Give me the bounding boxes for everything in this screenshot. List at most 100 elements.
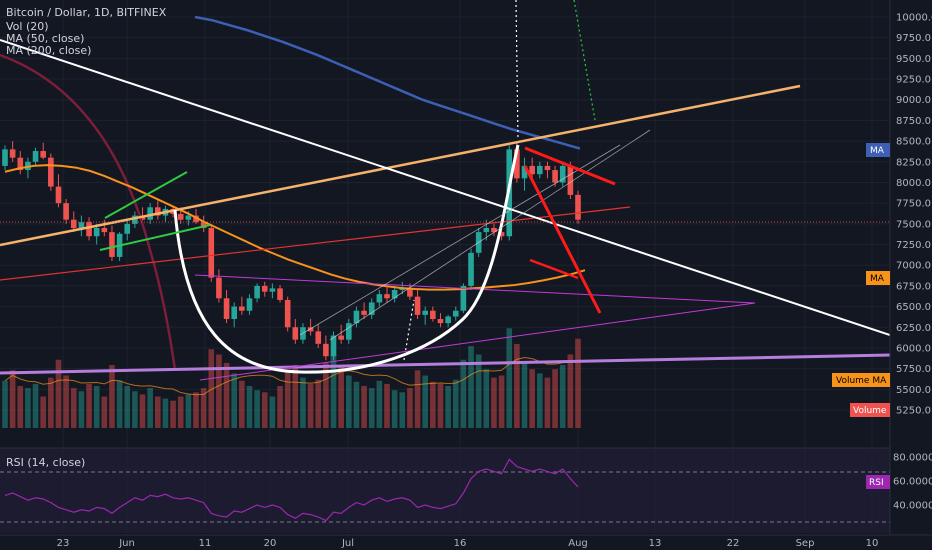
volume-bar (55, 359, 62, 428)
candle-body (483, 227, 490, 233)
candle-body (9, 149, 16, 158)
candle-body (468, 252, 474, 286)
volume-bar (437, 383, 444, 428)
candle-body (307, 327, 314, 332)
candle-body (277, 288, 283, 300)
volume-bar (521, 362, 528, 428)
volume-bar (544, 377, 551, 428)
candle-body (269, 288, 276, 292)
price-tick: 6500.0 (896, 302, 931, 313)
candle-body (460, 285, 467, 311)
svg-text:MA: MA (870, 274, 885, 284)
candle-body (55, 186, 62, 204)
volume-bar (361, 386, 367, 428)
volume-bar (460, 359, 467, 428)
channel-lower (299, 144, 621, 336)
volume-bar (93, 386, 100, 428)
rsi-panel (0, 447, 890, 533)
volume-bar (368, 388, 375, 428)
candle-body (231, 306, 237, 319)
red-resistance-line (524, 146, 616, 186)
overlays (0, 0, 891, 381)
ma50-line (4, 164, 586, 291)
volume-bar (559, 365, 566, 428)
orange-trendline (0, 84, 801, 247)
candle-body (452, 310, 459, 317)
candle-body (376, 294, 383, 303)
volume-bar (323, 362, 329, 428)
candle-body (17, 157, 24, 171)
volume-bar (483, 369, 490, 428)
candle-body (177, 213, 184, 220)
legend-ma50[interactable]: MA (50, close) (6, 32, 84, 45)
volume-bar (208, 349, 215, 428)
candle-body (155, 207, 161, 216)
candle-body (78, 222, 85, 228)
time-axis-bg (0, 535, 932, 550)
volume-bar (399, 392, 406, 428)
candle-body (32, 151, 39, 162)
price-tick: 7250.0 (896, 240, 931, 251)
volume-bar (147, 388, 153, 428)
volume-bar (567, 354, 574, 428)
volume-bar (330, 354, 337, 428)
candle-body (292, 327, 299, 340)
rsi-badge: RSI (866, 475, 890, 489)
volume-bar (78, 391, 85, 428)
volume-bar (300, 377, 306, 428)
legend-ma200[interactable]: MA (200, close) (6, 44, 91, 57)
volume-bar (185, 394, 192, 428)
volume-bar (109, 365, 115, 428)
volume-bar (346, 375, 352, 428)
candle-body (537, 165, 543, 175)
candle-body (48, 157, 54, 187)
volume-bar (452, 379, 459, 428)
time-axis: 23 Jun 11 20 Jul 16 Aug 13 22 Sep 10 (0, 534, 932, 550)
candle-body (223, 298, 230, 319)
candle-body (521, 165, 528, 179)
price-tick: 6000.0 (896, 343, 931, 354)
ma200-badge: MA (866, 143, 890, 157)
price-tick: 8250.0 (896, 157, 931, 168)
time-tick: Aug (568, 538, 588, 549)
volume-bar (269, 396, 276, 428)
rsi-title[interactable]: RSI (14, close) (6, 456, 85, 469)
volume-bar (414, 370, 421, 428)
white-dotted-line (515, 0, 519, 141)
volume-bar (422, 375, 428, 428)
volume-bar (552, 369, 558, 428)
candle-body (109, 232, 115, 257)
candle-body (559, 165, 566, 183)
time-tick: Jul (341, 538, 354, 549)
price-tick: 5750.0 (896, 364, 931, 375)
candle-body (384, 294, 390, 299)
candle-body (70, 219, 77, 228)
rsi-tick: 80.0000 (893, 453, 932, 464)
candle-body (407, 288, 413, 297)
time-tick: 11 (199, 538, 212, 549)
volume-bar (200, 388, 207, 428)
price-tick: 7000.0 (896, 261, 931, 272)
volume-bar (315, 379, 322, 428)
channel-upper (329, 129, 651, 341)
time-tick: 20 (264, 538, 277, 549)
candle-body (147, 207, 153, 220)
candle-body (239, 306, 245, 311)
candle-body (575, 194, 581, 220)
legend-vol[interactable]: Vol (20) (6, 20, 49, 33)
time-tick: 23 (57, 538, 70, 549)
price-tick: 6250.0 (896, 323, 931, 334)
rsi-band (0, 448, 890, 533)
candle-body (200, 222, 207, 228)
volume-bar (514, 344, 520, 428)
price-tick: 9250.0 (896, 75, 931, 86)
candle-body (315, 331, 322, 344)
volume-bar (277, 386, 283, 428)
volume-bar (498, 375, 505, 428)
time-tick: Jun (118, 538, 135, 549)
candle-body (346, 323, 352, 340)
candle-body (330, 335, 337, 357)
volume-bar (430, 381, 436, 428)
volume-bar (575, 338, 581, 428)
